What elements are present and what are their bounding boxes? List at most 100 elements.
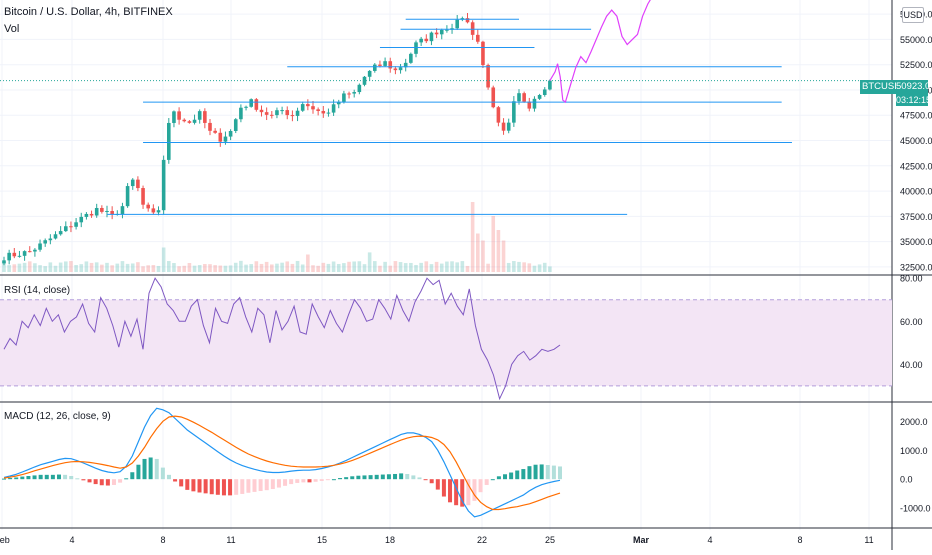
macd-histogram-bar	[466, 479, 471, 506]
candle-body	[316, 109, 320, 111]
volume-bar	[115, 263, 120, 272]
candle-body	[161, 159, 166, 211]
volume-bar	[331, 261, 336, 272]
macd-histogram-bar	[484, 479, 489, 485]
volume-bar	[398, 262, 403, 272]
candle-body	[321, 110, 326, 114]
volume-bar	[130, 263, 135, 272]
candle-body	[22, 251, 27, 256]
macd-histogram-bar	[405, 473, 410, 480]
macd-histogram-bar	[295, 479, 300, 483]
volume-bar	[465, 265, 470, 272]
volume-bar	[197, 265, 202, 272]
rsi-band	[0, 299, 892, 386]
candle-body	[177, 111, 181, 120]
candle-body	[136, 179, 140, 189]
volume-bar	[53, 265, 58, 272]
volume-bar	[264, 261, 269, 272]
macd-histogram-bar	[69, 476, 74, 480]
candle-body	[476, 34, 480, 42]
macd-histogram-bar	[319, 479, 324, 481]
volume-bar	[450, 261, 454, 272]
volume-bar	[192, 265, 197, 272]
volume-bar	[496, 230, 501, 272]
candle-body	[218, 132, 223, 142]
candle-body	[2, 260, 6, 264]
volume-bar	[522, 262, 526, 272]
macd-histogram-bar	[160, 467, 165, 480]
price-axis-tick: 47500.0	[900, 111, 932, 121]
candle-body	[481, 41, 485, 66]
macd-histogram-bar	[350, 476, 355, 480]
candle-body	[439, 29, 444, 35]
candle-body	[239, 107, 243, 120]
candle-body	[7, 252, 11, 261]
candlestick-series	[2, 12, 552, 266]
candle-body	[223, 136, 228, 142]
macd-histogram-bar	[142, 458, 147, 480]
volume-bar	[203, 264, 207, 272]
volume-series	[2, 202, 552, 272]
volume-bar	[352, 261, 356, 272]
candle-body	[156, 210, 161, 213]
volume-bar	[17, 263, 22, 272]
macd-histogram-bar	[435, 479, 440, 490]
macd-histogram-bar	[417, 477, 422, 480]
macd-histogram-bar	[8, 478, 13, 480]
macd-histogram-bar	[56, 474, 61, 480]
volume-bar	[48, 262, 53, 272]
volume-bar	[357, 261, 362, 272]
volume-bar	[182, 265, 187, 272]
candle-body	[290, 115, 295, 117]
volume-bar	[12, 264, 17, 272]
volume-bar	[125, 263, 130, 272]
macd-histogram-bar	[20, 476, 25, 480]
candle-body	[409, 53, 413, 63]
volume-bar	[383, 261, 387, 272]
macd-histogram-bar	[338, 478, 343, 480]
candle-body	[470, 22, 475, 35]
macd-histogram-bar	[124, 478, 129, 480]
candle-body	[33, 249, 37, 252]
macd-histogram-bar	[515, 470, 520, 480]
macd-histogram-bar	[490, 479, 495, 481]
macd-histogram-bar	[240, 479, 245, 494]
macd-histogram-bar	[154, 458, 159, 480]
symbol-label: BTCUSD	[862, 81, 902, 92]
candle-body	[74, 222, 78, 227]
currency-selector[interactable]: USD	[902, 7, 924, 23]
candle-body	[542, 89, 547, 95]
candle-body	[64, 226, 68, 232]
rsi-line	[3, 277, 561, 401]
candle-body	[151, 208, 156, 213]
candle-body	[506, 122, 511, 131]
volume-bar	[141, 266, 145, 272]
candle-body	[182, 119, 187, 122]
macd-histogram-bar	[246, 479, 251, 493]
macd-histogram-bar	[545, 465, 550, 480]
macd-histogram-bar	[50, 474, 55, 480]
volume-bar	[290, 263, 295, 272]
candle-body	[285, 110, 290, 116]
volume-bar	[527, 263, 532, 272]
macd-histogram-bar	[258, 479, 263, 492]
price-axis-tick: 52500.0	[900, 60, 932, 70]
volume-bar	[84, 261, 89, 272]
volume-bar	[94, 262, 99, 272]
time-axis-tick: 18	[385, 535, 395, 545]
volume-bar	[280, 262, 284, 272]
candle-body	[84, 213, 89, 217]
candle-body	[517, 93, 521, 102]
macd-histogram-bar	[26, 476, 31, 480]
volume-bar	[409, 262, 413, 272]
macd-histogram-bar	[136, 464, 141, 480]
price-axis-tick: 55000.0	[900, 35, 932, 45]
macd-histogram-bar	[448, 479, 453, 503]
volume-bar	[470, 202, 475, 272]
candle-body	[300, 104, 305, 111]
macd-histogram-bar	[313, 479, 318, 482]
rsi-axis-tick: 40.00	[900, 360, 923, 370]
volume-bar	[69, 261, 73, 272]
